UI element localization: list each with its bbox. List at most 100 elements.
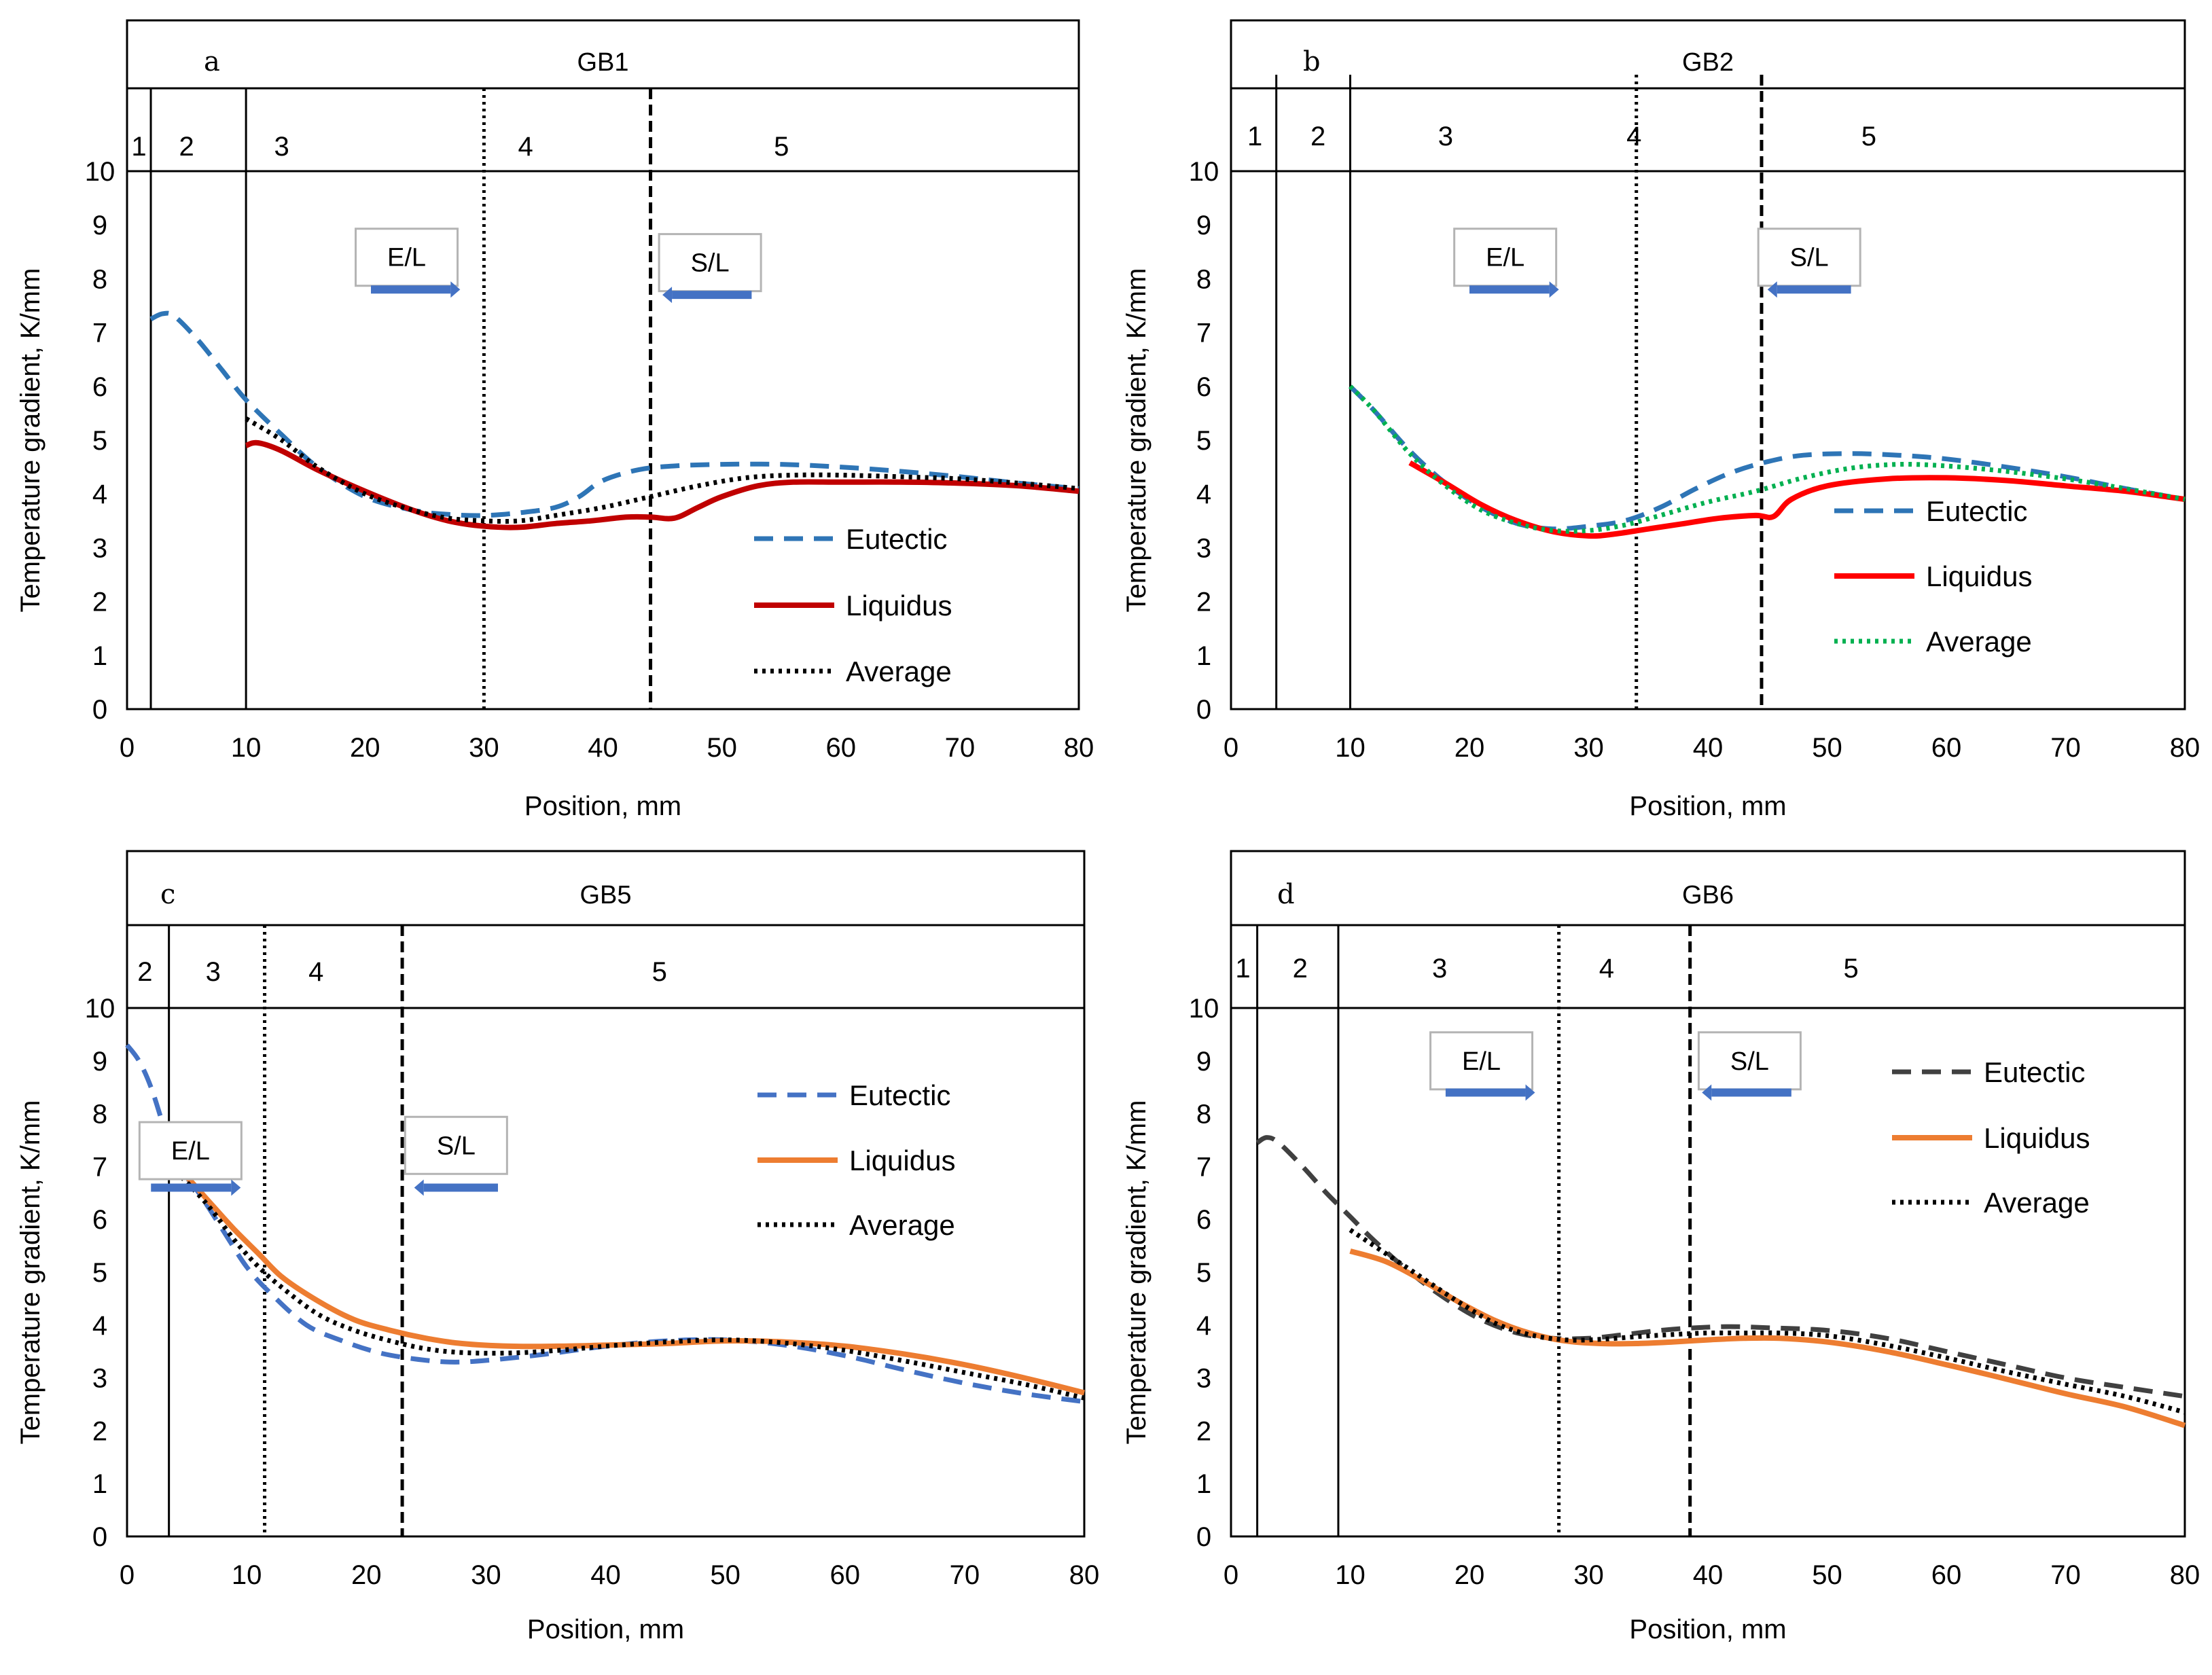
series-line-eutectic [1349,384,2186,532]
x-tick-label: 80 [2170,1560,2200,1590]
annotation-arrow-head [450,281,461,298]
legend-label-average: Average [1984,1187,2090,1219]
legend-label-liquidus: Liquidus [1926,560,2032,592]
x-tick-label: 20 [350,733,380,763]
y-tick-label: 8 [1196,264,1211,294]
x-tick-label: 40 [1693,1560,1724,1590]
x-tick-label: 70 [945,733,976,763]
x-tick-label: 60 [1931,733,1962,763]
y-tick-label: 0 [1196,695,1211,725]
panel-letter: d [1277,879,1295,910]
annotation-arrow-head [1767,281,1777,298]
y-axis-title: Temperature gradient, K/mm [16,268,46,613]
annotation-label: S/L [1730,1047,1769,1076]
x-axis-title: Position, mm [524,791,681,821]
annotation-box [1757,228,1861,287]
x-tick-label: 0 [1224,1560,1238,1590]
annotation-box [404,1115,508,1175]
x-tick-label: 80 [1069,1560,1100,1590]
x-tick-label: 50 [1812,1560,1842,1590]
zone-label: 2 [1310,122,1325,151]
series-line-liquidus [166,1159,1085,1396]
y-tick-label: 2 [1196,1416,1211,1446]
x-tick-label: 0 [120,733,135,763]
y-tick-label: 8 [1196,1100,1211,1130]
header-box [126,850,1086,1009]
y-tick-label: 5 [1196,1258,1211,1288]
annotation-box [355,228,459,287]
zone-label: 3 [206,957,221,987]
y-tick-label: 9 [92,211,107,240]
legend-label-average: Average [1926,626,2032,658]
y-tick-label: 8 [92,1100,107,1130]
annotation-label: E/L [171,1137,210,1166]
series-line-average [1349,1227,2186,1415]
annotation-arrow-head [1549,281,1559,298]
x-tick-label: 80 [1064,733,1094,763]
zone-label: 1 [131,132,146,162]
y-tick-label: 3 [1196,1364,1211,1394]
x-tick-label: 30 [471,1560,501,1590]
y-axis-title: Temperature gradient, K/mm [1122,1100,1152,1445]
y-tick-label: 5 [1196,426,1211,456]
zone-label: 2 [179,132,194,162]
x-tick-label: 80 [2170,733,2200,763]
y-tick-label: 10 [1189,157,1219,187]
series-line-average [245,416,1080,524]
zone-label: 4 [518,132,533,162]
zone-label: 1 [1235,954,1250,984]
y-tick-label: 0 [1196,1522,1211,1552]
x-axis-title: Position, mm [1629,1615,1786,1644]
x-tick-label: 10 [1335,733,1366,763]
y-tick-label: 3 [1196,533,1211,563]
annotation-label: S/L [1790,244,1829,272]
y-tick-label: 6 [92,372,107,402]
annotation-arrow-head [414,1179,424,1196]
annotation-label: E/L [1486,244,1524,272]
panel-letter: a [204,46,220,77]
series-line-liquidus [1349,1248,2186,1428]
y-axis-title: Temperature gradient, K/mm [16,1100,46,1445]
y-tick-label: 6 [1196,372,1211,402]
series-line-liquidus [245,439,1080,530]
series-line-average [167,1164,1085,1401]
annotation-arrow-head [1525,1084,1535,1101]
x-tick-label: 0 [120,1560,135,1590]
x-tick-label: 10 [1335,1560,1366,1590]
y-tick-label: 10 [85,157,115,187]
zone-label: 4 [1599,954,1614,984]
zone-label: 4 [308,957,323,987]
annotation-label: S/L [437,1132,476,1160]
annotation-label: E/L [387,244,426,272]
x-tick-label: 50 [707,733,737,763]
y-tick-label: 5 [92,426,107,456]
series-line-eutectic [1255,1135,2186,1399]
y-tick-label: 4 [1196,1311,1211,1341]
y-tick-label: 10 [1189,994,1219,1024]
y-axis-title: Temperature gradient, K/mm [1122,268,1152,613]
zone-label: 5 [652,957,667,987]
legend-label-eutectic: Eutectic [849,1079,950,1111]
legend-label-average: Average [846,655,952,687]
y-tick-label: 7 [92,319,107,348]
series-line-average [1349,384,2186,534]
zone-label: 3 [1432,954,1447,984]
x-tick-label: 40 [1693,733,1724,763]
x-tick-label: 30 [1573,733,1604,763]
x-tick-label: 40 [590,1560,621,1590]
plot-area-frame [126,170,1080,710]
x-tick-label: 50 [1812,733,1842,763]
x-tick-label: 40 [588,733,618,763]
panel-title: GB6 [1682,881,1734,909]
y-tick-label: 3 [92,1364,107,1394]
y-tick-label: 1 [1196,1469,1211,1499]
zone-label: 4 [1626,122,1641,151]
zone-label: 5 [1861,122,1876,151]
annotation-box [1697,1031,1802,1091]
y-tick-label: 2 [92,1416,107,1446]
legend-label-eutectic: Eutectic [846,523,947,555]
zone-label: 5 [1843,954,1858,984]
